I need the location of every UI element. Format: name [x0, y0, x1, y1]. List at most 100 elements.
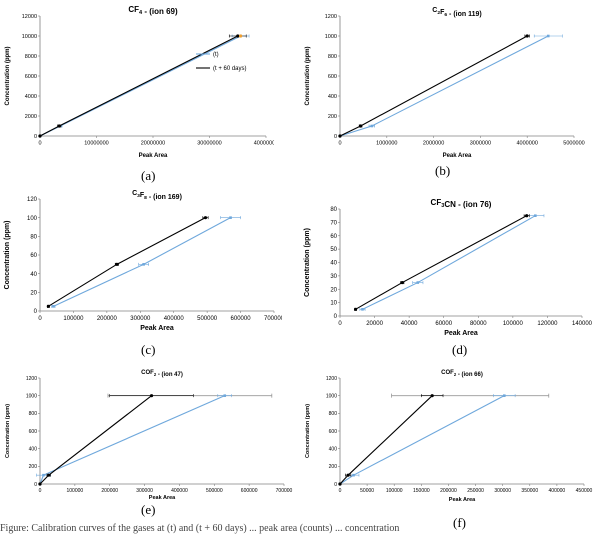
x-tick-label: 200000	[101, 488, 118, 494]
x-tick-label: 300000	[136, 488, 153, 494]
chart-title: CF3CN - (ion 76)	[431, 198, 492, 209]
x-tick-label: 5000000	[563, 141, 584, 147]
y-tick-label: 60	[330, 234, 337, 240]
x-tick-label: 0	[38, 316, 42, 322]
x-tick-label: 400000	[171, 488, 188, 494]
series-line-t	[39, 395, 225, 485]
x-tick-label: 10000000	[84, 141, 108, 147]
x-tick-label: 100000	[67, 488, 84, 494]
x-tick-label: 600000	[241, 488, 258, 494]
chart-svg-e: COF2 - (ion 47) 0 100000 200000 300000 400000…	[5, 370, 293, 501]
subfigure-label-e: (e)	[141, 502, 156, 517]
y-tick-label: 10000	[22, 34, 37, 40]
chart-panel-f: COF2 - (ion 66) 0 50000 100000 150000 200000 2…	[302, 364, 594, 504]
y-axis-label: Concentration (ppm)	[305, 47, 311, 106]
data-point	[338, 482, 342, 486]
series-line-t60	[39, 35, 238, 137]
y-tick-label: 200	[29, 464, 38, 470]
data-point	[546, 34, 550, 38]
data-point	[502, 394, 506, 397]
figure-caption: Figure: Calibration curves of the gases …	[0, 523, 400, 534]
x-tick-label: 80000	[470, 321, 487, 327]
data-point	[142, 263, 145, 266]
y-tick-label: 2000	[25, 114, 37, 120]
data-point	[223, 394, 227, 397]
y-tick-label: 30	[330, 274, 337, 280]
x-tick-label: 500000	[197, 316, 218, 322]
x-tick-label: 0	[338, 321, 342, 327]
data-point	[229, 216, 232, 219]
x-tick-label: 700000	[276, 488, 293, 494]
x-tick-label: 30000000	[197, 141, 221, 147]
x-tick-label: 0	[339, 488, 342, 494]
y-tick-label: 800	[328, 54, 337, 60]
x-tick-label: 0	[38, 141, 41, 147]
data-point	[361, 308, 364, 311]
x-axis-label: Peak Area	[443, 153, 472, 159]
legend-label: (t)	[213, 52, 219, 58]
y-tick-label: 80	[330, 207, 337, 213]
y-tick-label: 600	[329, 429, 338, 435]
x-axis-label: Peak Area	[449, 497, 476, 503]
data-point	[346, 473, 350, 477]
y-axis-label: Concentration (ppm)	[304, 228, 311, 297]
data-point	[115, 262, 119, 266]
data-point	[47, 473, 51, 477]
chart-panel-c: C3F8 - (ion 169) 0 100000 200000 300000 40000…	[2, 185, 285, 333]
series-line-t	[53, 217, 231, 307]
x-tick-label: 20000	[366, 321, 383, 327]
y-tick-label: 100	[27, 216, 38, 222]
data-point	[236, 34, 240, 38]
x-tick-label: 4000000	[516, 141, 537, 147]
y-tick-label: 1200	[326, 376, 337, 382]
x-axis-label: Peak Area	[149, 495, 176, 501]
x-tick-label: 140000	[572, 321, 592, 327]
x-tick-label: 0	[338, 141, 341, 147]
x-tick-label: 200000	[97, 316, 118, 322]
data-point	[52, 305, 55, 308]
y-axis-label: Concentration (ppm)	[305, 404, 311, 458]
x-tick-label: 3000000	[470, 141, 491, 147]
y-tick-label: 0	[334, 314, 338, 320]
x-tick-label: 1000000	[376, 141, 397, 147]
series-line-t60	[48, 217, 206, 307]
chart-title: C3F8 - (ion 169)	[132, 190, 182, 201]
y-tick-label: 800	[329, 411, 338, 417]
x-tick-label: 300000	[494, 488, 511, 494]
y-tick-label: 120	[27, 197, 38, 203]
data-point	[38, 482, 42, 486]
chart-panel-d: CF3CN - (ion 76) 0 20000 40000 60000 80000 100…	[302, 195, 593, 338]
x-tick-label: 120000	[537, 321, 558, 327]
x-tick-label: 20000000	[141, 141, 165, 147]
data-point	[370, 124, 374, 128]
series-line-t60	[355, 215, 527, 310]
y-tick-label: 0	[34, 482, 37, 488]
y-tick-label: 400	[329, 446, 338, 452]
x-tick-label: 100000	[63, 316, 84, 322]
y-tick-label: 6000	[25, 74, 37, 80]
series-line-t	[362, 215, 536, 310]
y-tick-label: 12000	[22, 14, 37, 20]
data-point	[358, 124, 363, 128]
chart-panel-e: COF2 - (ion 47) 0 100000 200000 300000 400000…	[2, 364, 294, 502]
x-tick-label: 0	[39, 488, 42, 494]
chart-title: CF4 - (ion 69)	[128, 5, 178, 16]
chart-title: COF2 - (ion 66)	[441, 370, 483, 378]
x-tick-label: 100000	[503, 321, 524, 327]
x-tick-label: 700000	[264, 316, 282, 322]
series-line-t	[339, 35, 549, 137]
y-tick-label: 0	[334, 482, 337, 488]
x-tick-label: 100000	[386, 488, 403, 494]
x-tick-label: 2000000	[423, 141, 444, 147]
y-tick-label: 50	[330, 247, 337, 253]
data-point-highlight	[238, 34, 243, 38]
data-point	[42, 473, 45, 477]
y-tick-label: 1000	[26, 393, 37, 399]
y-tick-label: 800	[29, 411, 38, 417]
y-tick-label: 200	[328, 114, 337, 120]
x-tick-label: 300000	[130, 316, 151, 322]
series-line-t60	[39, 395, 152, 485]
subfigure-label-b: (b)	[435, 163, 451, 178]
y-tick-label: 70	[330, 220, 337, 226]
data-point	[203, 216, 208, 220]
